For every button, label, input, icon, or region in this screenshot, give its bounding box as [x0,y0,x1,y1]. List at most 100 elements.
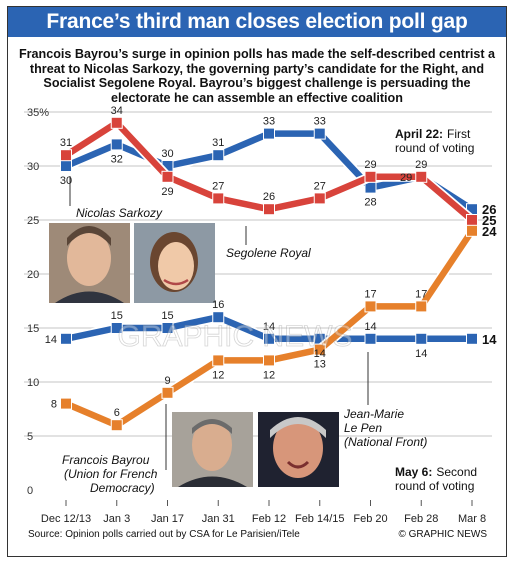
data-label: 13 [314,359,326,371]
data-label: 34 [111,105,123,117]
data-point [161,322,174,334]
data-point [110,322,123,334]
data-point [110,138,123,151]
second-round-note-line2: round of voting [395,479,474,493]
data-label: 29 [400,172,412,184]
x-tick-label: Feb 28 [404,513,438,525]
data-point [415,332,428,345]
data-point [212,354,225,367]
data-point [364,300,377,313]
data-point [263,332,275,345]
data-point [60,332,72,345]
second-round-note: May 6: Second [395,465,477,479]
data-point [263,127,275,140]
page-title: France’s third man closes election poll … [8,7,506,37]
data-label: 33 [263,116,275,128]
data-label: 33 [314,116,326,128]
data-label: 14 [364,321,376,333]
data-point [466,214,478,226]
data-label: 12 [263,369,275,381]
data-label: 26 [263,191,275,203]
data-label: 16 [212,299,224,311]
data-label: 8 [51,399,57,411]
data-point [161,386,174,399]
data-point [161,170,174,183]
data-label: 17 [415,288,427,300]
data-label: 27 [212,180,224,192]
data-label: 32 [111,153,123,165]
lepen-label-1: Jean-Marie [343,407,404,421]
data-label: 29 [415,159,427,171]
y-tick-label: 35% [27,107,49,119]
x-tick-label: Jan 31 [202,513,235,525]
data-label: 12 [212,369,224,381]
data-point [60,149,72,162]
y-tick-label: 15 [27,323,39,335]
data-label: 29 [161,186,173,198]
data-point [364,332,377,345]
x-tick-label: Jan 17 [151,513,184,525]
bayrou-label-3: Democracy) [90,481,155,495]
end-value-label: 25 [482,213,496,228]
data-label: 6 [114,407,120,419]
data-label: 31 [212,137,224,149]
x-tick-label: Feb 14/15 [295,513,345,525]
data-point [415,300,428,313]
sarkozy-photo [49,223,130,303]
data-label: 14 [45,334,57,346]
data-point [313,343,326,356]
y-tick-label: 5 [27,431,33,443]
bayrou-label-2: (Union for French [64,467,158,481]
x-tick-label: Jan 3 [103,513,130,525]
end-value-label: 26 [482,202,496,217]
sarkozy-label: Nicolas Sarkozy [76,206,163,220]
x-tick-label: Feb 20 [353,513,387,525]
first-round-note-line2: round of voting [395,141,474,155]
data-point [466,224,478,237]
y-tick-label: 25 [27,215,39,227]
data-label: 27 [314,180,326,192]
data-label: 30 [161,148,173,160]
subtitle: Francois Bayrou’s surge in opinion polls… [18,47,496,105]
data-point [110,116,123,129]
data-point [212,149,225,162]
data-point [110,419,123,432]
data-point [466,332,478,345]
lepen-label-3: (National Front) [344,435,427,449]
data-label: 14 [263,321,275,333]
data-label: 29 [364,159,376,171]
royal-photo [134,223,215,303]
series-layer [60,116,478,432]
data-label: 14 [314,348,326,360]
data-label: 28 [364,197,376,209]
data-point [60,397,72,410]
source-note: Source: Opinion polls carried out by CSA… [28,529,300,540]
credit: © GRAPHIC NEWS [399,529,488,540]
x-tick-label: Dec 12/13 [41,513,91,525]
data-point [212,192,225,205]
data-label: 31 [60,137,72,149]
data-point [212,311,225,324]
lepen-label-2: Le Pen [344,421,382,435]
bayrou-photo [172,412,253,487]
data-label: 17 [364,288,376,300]
end-value-label: 14 [482,332,497,347]
bayrou-label-1: Francois Bayrou [62,453,150,467]
data-point [313,192,326,205]
royal-label: Segolene Royal [226,246,311,260]
data-point [364,170,377,183]
data-label: 15 [111,310,123,322]
watermark: GRAPHIC NEWS [117,320,352,353]
data-point [60,160,72,172]
y-tick-label: 30 [27,161,39,173]
x-tick-label: Feb 12 [252,513,286,525]
y-tick-label: 20 [27,269,39,281]
data-label: 14 [415,348,427,360]
data-label: 15 [161,310,173,322]
annotations: April 22: First round of voting May 6: Sec… [62,127,477,495]
data-label: 30 [60,175,72,187]
candidate-photos [49,223,339,487]
y-tick-label: 0 [27,485,33,497]
first-round-note: April 22: First [395,127,471,141]
